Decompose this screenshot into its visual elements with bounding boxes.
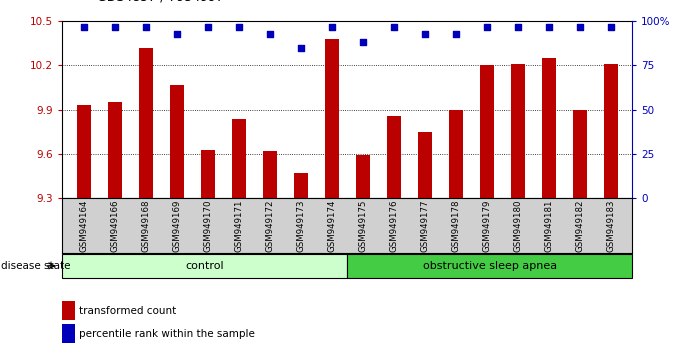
Point xyxy=(295,45,306,51)
Bar xyxy=(294,173,307,198)
Text: GSM949175: GSM949175 xyxy=(358,200,367,252)
Bar xyxy=(448,110,463,198)
Bar xyxy=(511,64,524,198)
Point xyxy=(171,31,182,36)
Text: GSM949174: GSM949174 xyxy=(328,200,337,252)
Bar xyxy=(542,58,556,198)
Point xyxy=(605,24,616,29)
Bar xyxy=(356,155,370,198)
Point xyxy=(357,40,368,45)
Bar xyxy=(77,105,91,198)
Bar xyxy=(231,119,246,198)
Bar xyxy=(347,254,632,278)
Text: GSM949182: GSM949182 xyxy=(575,200,584,252)
Bar xyxy=(573,110,587,198)
Point xyxy=(512,24,523,29)
Bar xyxy=(139,48,153,198)
Text: disease state: disease state xyxy=(1,261,70,271)
Text: obstructive sleep apnea: obstructive sleep apnea xyxy=(423,261,557,271)
Bar xyxy=(387,116,401,198)
Bar xyxy=(170,85,184,198)
Point xyxy=(109,24,120,29)
Text: GSM949178: GSM949178 xyxy=(451,200,460,252)
Text: GSM949172: GSM949172 xyxy=(265,200,274,252)
Bar xyxy=(108,102,122,198)
Text: GDS4857 / 7954997: GDS4857 / 7954997 xyxy=(97,0,224,4)
Text: GSM949177: GSM949177 xyxy=(420,200,429,252)
Point xyxy=(388,24,399,29)
Bar xyxy=(62,254,347,278)
Point xyxy=(481,24,492,29)
Bar xyxy=(480,65,493,198)
Text: GSM949181: GSM949181 xyxy=(544,200,553,252)
Text: percentile rank within the sample: percentile rank within the sample xyxy=(79,329,255,339)
Text: GSM949168: GSM949168 xyxy=(142,200,151,252)
Point xyxy=(574,24,585,29)
Text: GSM949166: GSM949166 xyxy=(111,200,120,252)
Text: control: control xyxy=(185,261,224,271)
Point xyxy=(419,31,430,36)
Bar xyxy=(62,324,75,343)
Text: GSM949180: GSM949180 xyxy=(513,200,522,252)
Text: GSM949173: GSM949173 xyxy=(296,200,305,252)
Bar xyxy=(604,64,618,198)
Text: GSM949183: GSM949183 xyxy=(606,200,615,252)
Text: GSM949164: GSM949164 xyxy=(79,200,88,252)
Text: GSM949171: GSM949171 xyxy=(234,200,243,252)
Text: transformed count: transformed count xyxy=(79,306,176,316)
Point xyxy=(140,24,151,29)
Bar xyxy=(201,149,215,198)
Text: GSM949176: GSM949176 xyxy=(389,200,398,252)
Bar xyxy=(325,39,339,198)
Text: GSM949170: GSM949170 xyxy=(203,200,212,252)
Point xyxy=(326,24,337,29)
Point xyxy=(78,24,89,29)
Point xyxy=(264,31,275,36)
Bar xyxy=(418,132,432,198)
Point xyxy=(543,24,554,29)
Text: GSM949169: GSM949169 xyxy=(172,200,181,252)
Point xyxy=(202,24,214,29)
Point xyxy=(234,24,245,29)
Text: GSM949179: GSM949179 xyxy=(482,200,491,252)
Point xyxy=(450,31,461,36)
Bar xyxy=(263,151,276,198)
Bar xyxy=(62,301,75,320)
